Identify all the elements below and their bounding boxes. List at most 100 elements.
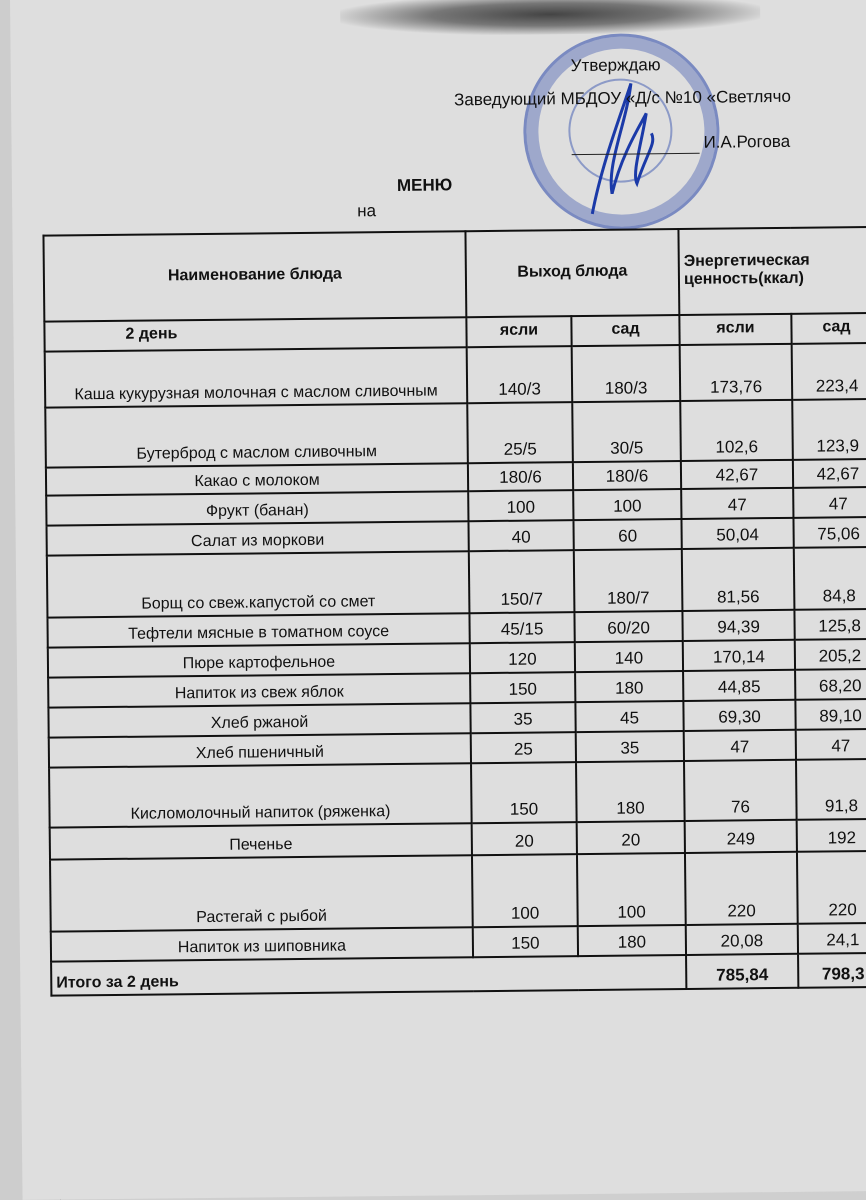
yield-garden: 20: [576, 820, 685, 855]
yield-garden: 180/6: [572, 461, 682, 491]
yield-garden: 100: [576, 852, 686, 927]
energy-nursery: 249: [684, 819, 797, 853]
energy-nursery: 76: [684, 759, 797, 821]
yield-garden: 180: [575, 670, 684, 703]
sub-energy-nursery: ясли: [679, 313, 792, 346]
energy-nursery: 94,39: [682, 609, 795, 641]
dish-name: Хлеб пшеничный: [48, 733, 472, 768]
energy-nursery: 102,6: [680, 399, 793, 462]
energy-garden: 42,67: [792, 458, 866, 488]
yield-nursery: 40: [468, 520, 574, 552]
yield-nursery: 150: [472, 926, 579, 958]
dish-name: Борщ со свеж.капустой со смет: [46, 551, 470, 618]
yield-garden: 180: [577, 924, 687, 957]
yield-garden: 60: [573, 518, 682, 551]
yield-garden: 140: [574, 640, 684, 673]
yield-nursery: 45/15: [469, 612, 575, 644]
yield-nursery: 140/3: [466, 346, 573, 404]
approval-label: Утверждаю: [570, 55, 661, 76]
yield-nursery: 100: [468, 490, 574, 522]
energy-nursery: 50,04: [681, 517, 794, 549]
yield-nursery: 120: [469, 642, 576, 674]
header-yield: Выход блюда: [465, 229, 680, 318]
table-row: Борщ со свеж.капустой со смет 150/7 180/7 8…: [46, 546, 866, 618]
energy-garden: 223,4: [791, 342, 866, 400]
energy-nursery: 42,67: [680, 459, 794, 489]
energy-nursery: 69,30: [683, 699, 796, 731]
sub-energy-garden: сад: [791, 312, 866, 344]
yield-nursery: 150: [470, 672, 576, 704]
ink-smudge: [339, 0, 761, 37]
energy-garden: 89,10: [795, 698, 866, 730]
sub-yield-garden: сад: [571, 315, 680, 347]
energy-garden: 91,8: [795, 758, 866, 820]
dish-name: Напиток из шиповника: [50, 927, 474, 962]
yield-garden: 30/5: [572, 401, 681, 463]
total-garden: 798,3: [798, 952, 866, 988]
menu-page: Утверждаю Заведующий МБДОУ «Д/с №10 «Све…: [10, 0, 866, 1200]
yield-garden: 180/7: [573, 548, 683, 613]
energy-garden: 68,20: [795, 668, 866, 700]
energy-nursery: 81,56: [681, 547, 795, 611]
signer-name: И.А.Рогова: [703, 131, 791, 152]
yield-nursery: 25: [470, 732, 577, 764]
dish-name: Бутерброд с маслом сливочным: [45, 403, 468, 468]
energy-garden: 75,06: [793, 516, 866, 548]
energy-garden: 125,8: [794, 608, 866, 640]
yield-garden: 180: [576, 760, 685, 823]
energy-garden: 84,8: [793, 546, 866, 610]
yield-garden: 45: [575, 700, 684, 733]
total-nursery: 785,84: [686, 953, 799, 989]
sub-yield-nursery: ясли: [466, 316, 572, 348]
dish-name: Напиток из свеж яблок: [48, 673, 471, 708]
energy-nursery: 173,76: [679, 343, 793, 402]
dish-name: Кисломолочный напиток (ряженка): [49, 763, 472, 828]
table-row: Каша кукурузная молочная с маслом сливоч…: [44, 342, 866, 408]
energy-garden: 24,1: [797, 922, 866, 954]
dish-name: Хлеб ржаной: [48, 703, 471, 738]
yield-garden: 60/20: [574, 610, 683, 643]
menu-table: Наименование блюда Выход блюда Энергетич…: [42, 226, 866, 997]
dish-name: Тефтели мясные в томатном соусе: [47, 613, 470, 648]
yield-nursery: 150: [471, 762, 577, 824]
energy-nursery: 20,08: [685, 923, 799, 955]
yield-nursery: 180/6: [467, 462, 574, 492]
energy-nursery: 220: [684, 851, 798, 925]
yield-nursery: 35: [470, 702, 576, 734]
header-dish-name: Наименование блюда: [43, 231, 467, 322]
dish-name: Пюре картофельное: [47, 643, 471, 678]
energy-nursery: 47: [683, 729, 796, 761]
page-title: МЕНЮ: [396, 175, 453, 195]
energy-garden: 192: [796, 818, 866, 852]
signature-icon: [590, 83, 655, 215]
energy-nursery: 170,14: [682, 639, 796, 671]
table-row: Кисломолочный напиток (ряженка) 150 180 76 9…: [49, 758, 866, 828]
dish-name: Салат из моркови: [46, 521, 469, 556]
day-label: 2 день: [44, 317, 467, 352]
yield-garden: 180/3: [571, 345, 681, 403]
dish-name: Каша кукурузная молочная с маслом сливоч…: [44, 347, 468, 408]
energy-garden: 47: [795, 728, 866, 760]
table-row: Бутерброд с маслом сливочным 25/5 30/5 102,…: [45, 398, 866, 468]
yield-nursery: 100: [471, 854, 578, 928]
energy-nursery: 44,85: [683, 669, 796, 701]
yield-nursery: 150/7: [468, 550, 575, 614]
yield-nursery: 20: [471, 822, 577, 856]
energy-garden: 220: [796, 850, 866, 924]
dish-name: Растегай с рыбой: [50, 855, 473, 932]
page-subtitle: на: [357, 201, 377, 221]
yield-garden: 100: [573, 488, 682, 521]
dish-name: Фрукт (банан): [46, 491, 469, 526]
yield-garden: 35: [575, 730, 685, 763]
dish-name: Какао с молоком: [45, 463, 469, 496]
header-energy: Энергетическая ценность(ккал): [678, 226, 866, 316]
dish-name: Печенье: [49, 823, 472, 860]
total-label: Итого за 2 день: [51, 954, 687, 996]
energy-garden: 123,9: [792, 398, 866, 460]
energy-nursery: 47: [681, 487, 794, 519]
energy-garden: 47: [793, 486, 866, 518]
energy-garden: 205,2: [794, 638, 866, 670]
table-row: Растегай с рыбой 100 100 220 220: [50, 850, 866, 932]
head-title: Заведующий МБДОУ «Д/с №10 «Светлячо: [453, 86, 791, 110]
yield-nursery: 25/5: [467, 402, 573, 464]
